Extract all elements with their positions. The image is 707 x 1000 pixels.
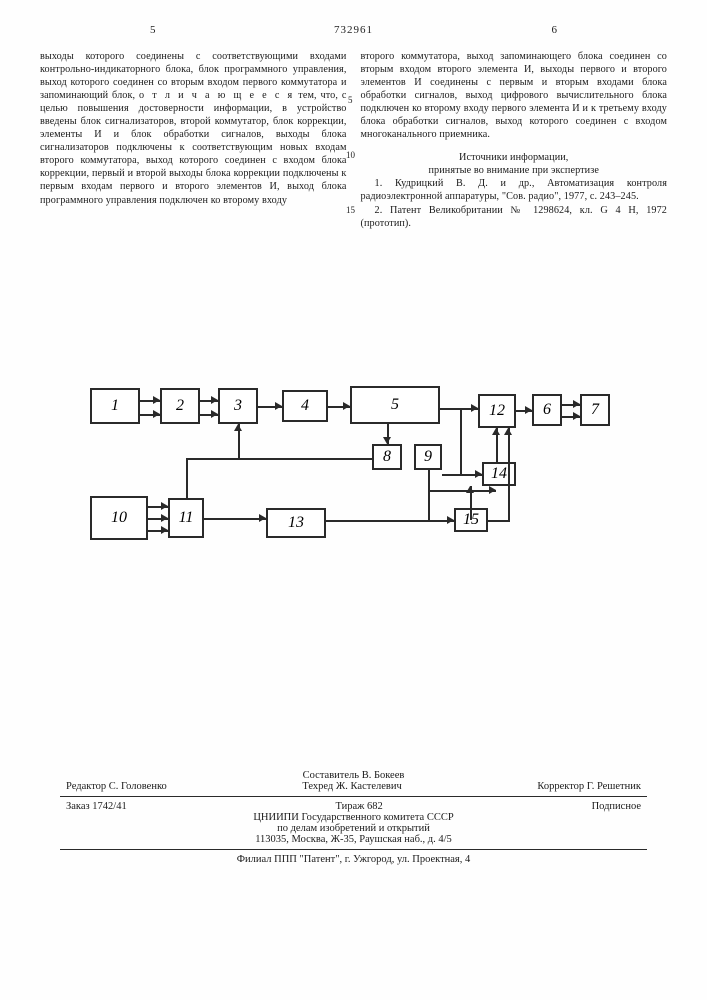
connector-v (470, 508, 472, 520)
arrow-head (466, 486, 474, 493)
arrow-head (504, 428, 512, 435)
arrow-head (492, 428, 500, 435)
arrow-head (161, 502, 168, 510)
colophon-row-staff: Редактор С. Головенко Техред Ж. Кастелев… (60, 781, 647, 792)
editor: Редактор С. Головенко (66, 781, 167, 792)
colophon-row-print: Заказ 1742/41 Тираж 682 Подписное (60, 801, 647, 812)
colophon-addr: 113035, Москва, Ж-35, Раушская наб., д. … (60, 834, 647, 845)
connector-h (488, 520, 510, 522)
arrow-head (475, 470, 482, 478)
right-para: второго коммутатора, выход запоминающего… (361, 50, 668, 141)
page-numbers: 5 732961 6 (40, 24, 667, 44)
block-diagram: 123451267891410111315 (90, 380, 630, 590)
corrector: Корректор Г. Решетник (537, 781, 641, 792)
block-11: 11 (168, 498, 204, 538)
connector-v (460, 410, 462, 424)
block-7: 7 (580, 394, 610, 426)
block-10: 10 (90, 496, 148, 540)
colophon: Составитель В. Бокеев Редактор С. Голове… (60, 770, 647, 865)
block-13: 13 (266, 508, 326, 538)
ref-2: 2. Патент Великобритании № 1298624, кл. … (361, 204, 668, 230)
refs-h1: Источники информации, (459, 152, 568, 163)
colophon-org1: ЦНИИПИ Государственного комитета СССР (60, 812, 647, 823)
block-3: 3 (218, 388, 258, 424)
margin-10: 10 (346, 150, 355, 160)
order: Заказ 1742/41 (66, 801, 127, 812)
connector-v (428, 470, 430, 520)
ref-1: 1. Кудрицкий В. Д. и др., Автоматизация … (361, 177, 668, 203)
block-1: 1 (90, 388, 140, 424)
right-column: второго коммутатора, выход запоминающего… (361, 50, 668, 230)
block-4: 4 (282, 390, 328, 422)
block-9: 9 (414, 444, 442, 470)
connector-h (204, 518, 266, 520)
connector-v (186, 458, 188, 498)
colophon-composer: Составитель В. Бокеев (60, 770, 647, 781)
block-6: 6 (532, 394, 562, 426)
colophon-org2: по делам изобретений и открытий (60, 823, 647, 834)
arrow-head (153, 396, 160, 404)
arrow-head (211, 410, 218, 418)
page: 5 732961 6 выходы которого соединены с с… (0, 0, 707, 1000)
arrow-head (525, 406, 532, 414)
connector-h (186, 458, 372, 460)
tirage: Тираж 682 (335, 801, 382, 812)
techred: Техред Ж. Кастелевич (302, 781, 401, 792)
margin-5: 5 (348, 95, 353, 105)
arrow-head (153, 410, 160, 418)
margin-15: 15 (346, 205, 355, 215)
arrow-head (383, 437, 391, 444)
block-5: 5 (350, 386, 440, 424)
rule-1 (60, 796, 647, 797)
arrow-head (343, 402, 350, 410)
arrow-head (275, 402, 282, 410)
colophon-branch: Филиал ППП "Патент", г. Ужгород, ул. Про… (60, 854, 647, 865)
arrow-head (234, 424, 242, 431)
left-para: выходы которого соединены с соответствую… (40, 50, 347, 207)
block-8: 8 (372, 444, 402, 470)
arrow-head (489, 486, 496, 494)
doc-number: 732961 (334, 24, 373, 36)
arrow-head (573, 412, 580, 420)
arrow-head (161, 514, 168, 522)
block-14: 14 (482, 462, 516, 486)
refs-h2: принятые во внимание при экспертизе (429, 165, 599, 176)
refs-heading: Источники информации, принятые во вниман… (361, 151, 668, 177)
arrow-head (573, 400, 580, 408)
block-2: 2 (160, 388, 200, 424)
connector-v (460, 424, 462, 474)
arrow-head (259, 514, 266, 522)
rule-2 (60, 849, 647, 850)
connector-v (508, 428, 510, 520)
arrow-head (471, 404, 478, 412)
connector-h (428, 490, 496, 492)
subscription: Подписное (592, 801, 641, 812)
block-12: 12 (478, 394, 516, 428)
left-column: выходы которого соединены с соответствую… (40, 50, 347, 230)
lp-spaced: о т л и ч а ю щ е е с я (139, 90, 294, 101)
page-num-right: 6 (552, 24, 558, 36)
arrow-head (161, 526, 168, 534)
arrow-head (447, 516, 454, 524)
lp-b: тем, что, с целью повышения достоверност… (40, 90, 347, 205)
text-columns: выходы которого соединены с соответствую… (40, 50, 667, 230)
page-num-left: 5 (150, 24, 156, 36)
arrow-head (211, 396, 218, 404)
